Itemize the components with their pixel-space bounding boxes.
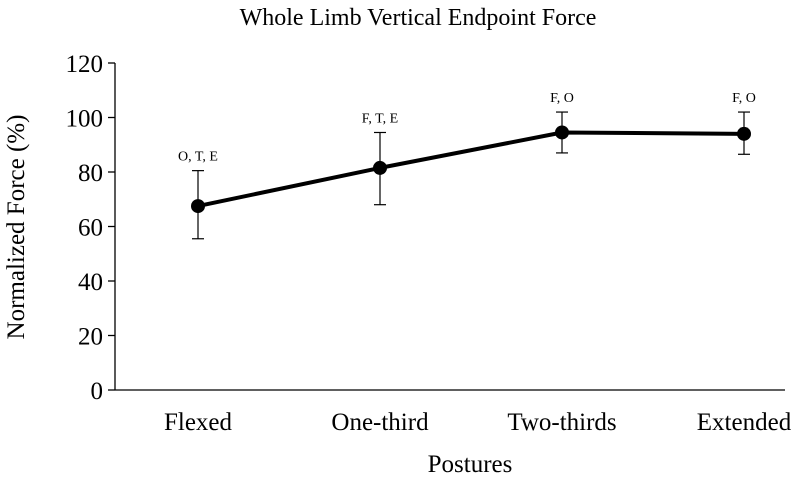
series-line — [197, 130, 745, 209]
y-axis-label: Normalized Force (%) — [3, 115, 30, 340]
y-ticks: 0 20 40 60 80 100 120 — [66, 51, 115, 405]
y-tick-label: 100 — [66, 106, 104, 133]
significance-annotations: O, T, E F, T, E F, O F, O — [178, 91, 756, 165]
x-category-label: Two-thirds — [507, 409, 616, 436]
data-point — [373, 160, 387, 175]
x-category-label: One-third — [331, 409, 429, 436]
y-tick-label: 120 — [66, 51, 104, 78]
significance-label: F, O — [550, 91, 574, 106]
y-tick-label: 80 — [78, 160, 103, 187]
x-category-label: Flexed — [164, 409, 233, 436]
x-categories: Flexed One-third Two-thirds Extended — [164, 409, 792, 436]
x-axis-label: Postures — [428, 451, 513, 478]
data-point — [191, 199, 205, 214]
y-tick-label: 0 — [91, 378, 104, 405]
y-tick-label: 40 — [78, 269, 103, 296]
significance-label: F, O — [732, 91, 756, 106]
axes — [114, 63, 785, 391]
chart-title: Whole Limb Vertical Endpoint Force — [240, 5, 597, 31]
significance-label: O, T, E — [178, 150, 218, 165]
y-tick-label: 20 — [78, 324, 103, 351]
series-polyline — [197, 130, 745, 209]
significance-label: F, T, E — [362, 111, 398, 126]
x-category-label: Extended — [697, 409, 792, 436]
y-tick-label: 60 — [78, 215, 103, 242]
data-points — [191, 125, 751, 214]
data-point — [737, 126, 751, 141]
data-point — [555, 125, 569, 140]
error-bars — [192, 111, 750, 240]
